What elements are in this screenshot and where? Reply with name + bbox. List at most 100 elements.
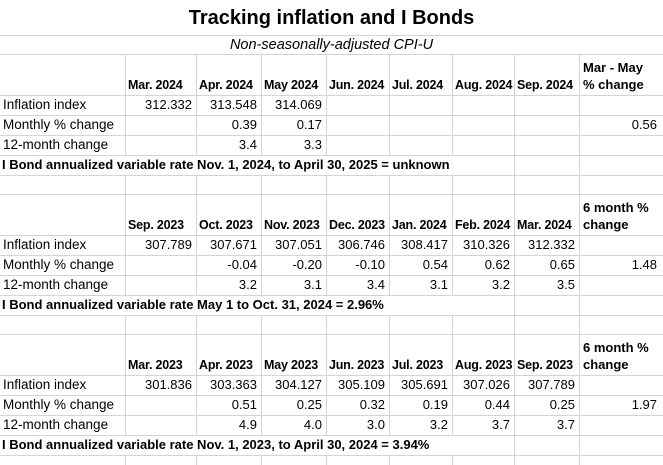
value-cell[interactable]: 3.2 [197,276,262,296]
row-label-cell[interactable]: Inflation index [0,236,126,256]
row-label-cell[interactable]: 12-month change [0,136,126,156]
empty-cell[interactable] [515,296,580,316]
value-cell[interactable]: 0.25 [515,396,580,416]
value-cell[interactable]: 3.7 [453,416,515,436]
empty-cell[interactable] [126,176,197,195]
value-cell[interactable]: 4.9 [197,416,262,436]
empty-cell[interactable] [515,156,580,176]
value-cell[interactable] [327,96,390,116]
value-cell[interactable]: 307.026 [453,376,515,396]
value-cell[interactable] [126,396,197,416]
value-cell[interactable] [390,136,453,156]
table-1-change-header-cell[interactable]: Mar - May % change [580,55,663,96]
row-label-cell[interactable]: Monthly % change [0,396,126,416]
value-cell[interactable]: 301.836 [126,376,197,396]
empty-cell[interactable] [126,456,197,465]
empty-cell[interactable] [515,436,580,456]
value-cell[interactable] [327,116,390,136]
empty-cell[interactable] [580,456,663,465]
value-cell[interactable]: 0.19 [390,396,453,416]
change-total-cell[interactable]: 0.56 [580,116,663,136]
change-total-cell[interactable] [580,276,663,296]
change-total-cell[interactable] [580,416,663,436]
change-total-cell[interactable] [580,136,663,156]
value-cell[interactable]: 0.17 [262,116,327,136]
value-cell[interactable]: 313.548 [197,96,262,116]
table-1-month-header-cell[interactable]: May 2024 [262,55,327,96]
table-2-month-header-cell[interactable]: Jan. 2024 [390,195,453,236]
value-cell[interactable]: 3.1 [262,276,327,296]
empty-cell[interactable] [580,436,663,456]
table-3-month-header-cell[interactable]: Mar. 2023 [126,335,197,376]
value-cell[interactable] [453,116,515,136]
value-cell[interactable]: 3.4 [327,276,390,296]
empty-cell[interactable] [0,176,126,195]
value-cell[interactable]: 307.051 [262,236,327,256]
change-total-cell[interactable] [580,376,663,396]
value-cell[interactable]: 0.62 [453,256,515,276]
value-cell[interactable]: 3.4 [197,136,262,156]
value-cell[interactable] [453,136,515,156]
value-cell[interactable]: 3.0 [327,416,390,436]
value-cell[interactable]: 308.417 [390,236,453,256]
value-cell[interactable]: 0.25 [262,396,327,416]
value-cell[interactable] [126,276,197,296]
empty-cell[interactable] [580,316,663,335]
value-cell[interactable]: 307.671 [197,236,262,256]
table-1-month-header-cell[interactable]: Apr. 2024 [197,55,262,96]
empty-cell[interactable] [262,316,327,335]
row-label-cell[interactable]: 12-month change [0,276,126,296]
empty-cell[interactable] [262,456,327,465]
change-total-cell[interactable]: 1.48 [580,256,663,276]
empty-cell[interactable] [0,456,126,465]
change-total-cell[interactable] [580,236,663,256]
value-cell[interactable]: 305.691 [390,376,453,396]
value-cell[interactable]: 312.332 [515,236,580,256]
table-1-month-header-cell[interactable]: Jul. 2024 [390,55,453,96]
empty-cell[interactable] [453,316,515,335]
value-cell[interactable] [126,136,197,156]
table-3-month-header-cell[interactable]: Aug. 2023 [453,335,515,376]
table-2-month-header-cell[interactable]: Dec. 2023 [327,195,390,236]
empty-cell[interactable] [327,456,390,465]
empty-cell[interactable] [262,176,327,195]
value-cell[interactable] [126,416,197,436]
value-cell[interactable] [515,116,580,136]
row-label-cell[interactable]: Inflation index [0,96,126,116]
value-cell[interactable]: 3.3 [262,136,327,156]
empty-cell[interactable] [197,456,262,465]
page-subtitle[interactable]: Non-seasonally-adjusted CPI-U [0,36,663,55]
value-cell[interactable] [390,116,453,136]
page-title[interactable]: Tracking inflation and I Bonds [0,0,663,36]
change-total-cell[interactable]: 1.97 [580,396,663,416]
value-cell[interactable]: 0.44 [453,396,515,416]
table-2-change-header-cell[interactable]: 6 month % change [580,195,663,236]
value-cell[interactable]: 303.363 [197,376,262,396]
empty-cell[interactable] [453,456,515,465]
value-cell[interactable]: 0.65 [515,256,580,276]
table-1-corner-cell[interactable] [0,55,126,96]
row-label-cell[interactable]: 12-month change [0,416,126,436]
empty-cell[interactable] [580,176,663,195]
value-cell[interactable]: 304.127 [262,376,327,396]
table-3-month-header-cell[interactable]: Sep. 2023 [515,335,580,376]
ibond-rate-note-cell[interactable]: I Bond annualized variable rate May 1 to… [0,296,515,316]
value-cell[interactable]: 3.5 [515,276,580,296]
value-cell[interactable]: 306.746 [327,236,390,256]
table-1-month-header-cell[interactable]: Aug. 2024 [453,55,515,96]
value-cell[interactable]: 314.069 [262,96,327,116]
value-cell[interactable] [126,256,197,276]
value-cell[interactable]: 0.51 [197,396,262,416]
value-cell[interactable]: 3.2 [453,276,515,296]
empty-cell[interactable] [327,176,390,195]
value-cell[interactable] [390,96,453,116]
row-label-cell[interactable]: Inflation index [0,376,126,396]
empty-cell[interactable] [515,456,580,465]
table-3-month-header-cell[interactable]: Apr. 2023 [197,335,262,376]
value-cell[interactable]: 310.326 [453,236,515,256]
value-cell[interactable]: 0.32 [327,396,390,416]
table-2-month-header-cell[interactable]: Oct. 2023 [197,195,262,236]
table-3-month-header-cell[interactable]: May 2023 [262,335,327,376]
value-cell[interactable]: 312.332 [126,96,197,116]
value-cell[interactable] [327,136,390,156]
